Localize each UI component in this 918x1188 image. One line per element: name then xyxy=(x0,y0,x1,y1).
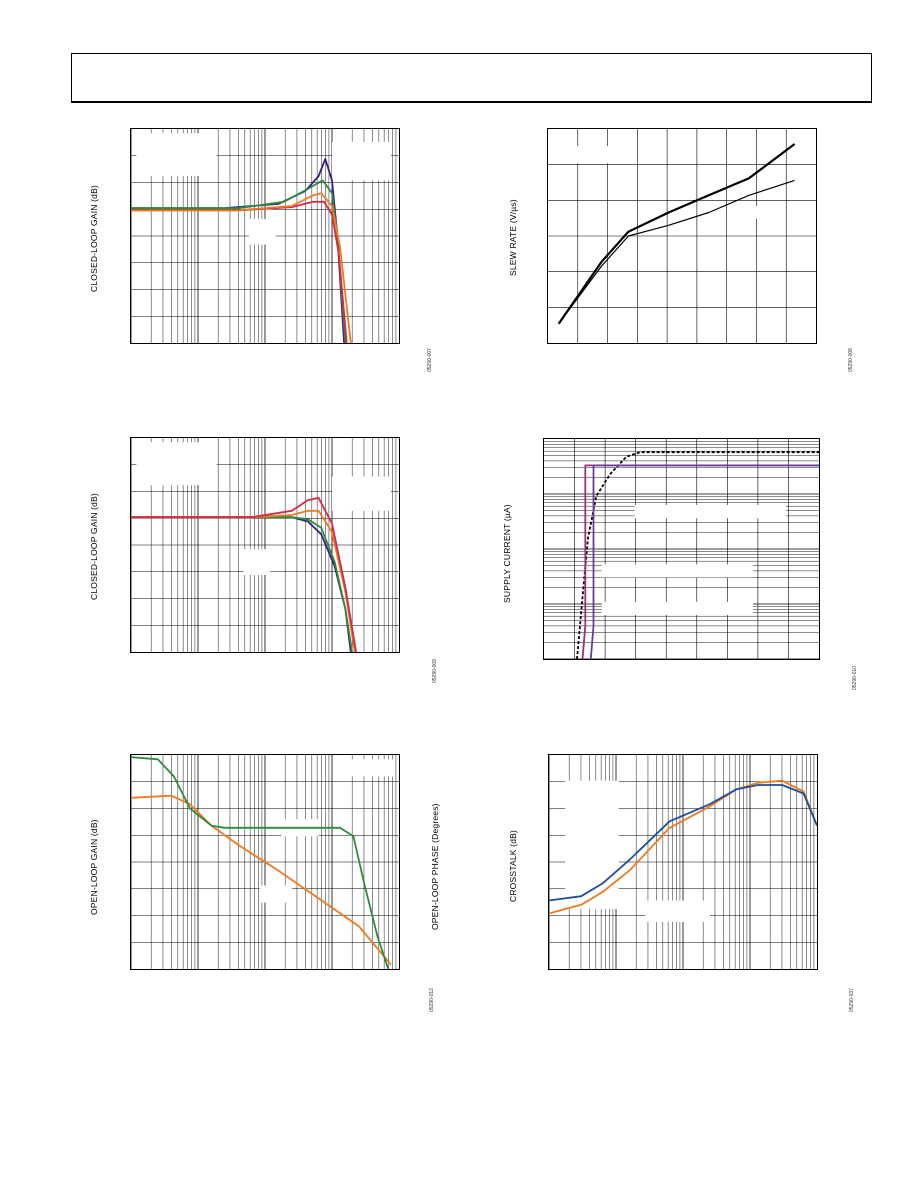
label-box xyxy=(136,442,217,486)
chart-svg xyxy=(131,755,399,969)
series-line-1 xyxy=(549,784,817,902)
series-line-3 xyxy=(131,497,357,652)
chart5-figure-code: 05290-012 xyxy=(429,988,435,1012)
series-line-1 xyxy=(581,464,819,659)
chart2-figure-code: 05290-008 xyxy=(848,348,854,372)
label-box xyxy=(248,218,276,245)
chart3-figure-code: 05290-009 xyxy=(432,659,438,683)
chart5-y2label: OPEN-LOOP PHASE (Degrees) xyxy=(430,803,440,930)
chart2-plot xyxy=(547,128,817,344)
chart2-ylabel: SLEW RATE (V/µs) xyxy=(508,199,518,276)
label-box xyxy=(601,564,753,578)
chart6-plot xyxy=(548,754,818,970)
label-box xyxy=(565,780,619,910)
chart3-plot xyxy=(130,437,400,653)
chart4-plot xyxy=(543,438,820,660)
chart1-ylabel: CLOSED-LOOP GAIN (dB) xyxy=(89,184,99,292)
label-box xyxy=(259,885,292,903)
label-box xyxy=(350,759,394,777)
series-line-0 xyxy=(576,451,819,659)
chart-svg xyxy=(548,129,816,343)
label-box xyxy=(243,549,271,575)
page-header-box xyxy=(71,53,872,103)
chart-svg xyxy=(131,129,399,343)
series-line-2 xyxy=(131,509,356,652)
chart4-ylabel: SUPPLY CURRENT (µA) xyxy=(502,504,512,603)
chart-svg xyxy=(131,438,399,652)
chart5-plot xyxy=(130,754,400,970)
chart3-ylabel: CLOSED-LOOP GAIN (dB) xyxy=(89,492,99,600)
series-line-1 xyxy=(558,179,795,325)
grid xyxy=(548,129,816,343)
chart-svg xyxy=(549,755,817,969)
series-line-3 xyxy=(131,192,352,343)
series-line-0 xyxy=(549,779,817,915)
label-box xyxy=(601,601,753,615)
chart1-plot xyxy=(130,128,400,344)
chart5-ylabel: OPEN-LOOP GAIN (dB) xyxy=(89,819,99,915)
series-line-0 xyxy=(557,143,796,325)
series-line-2 xyxy=(131,200,348,343)
label-box xyxy=(634,505,786,519)
series-line-1 xyxy=(131,756,390,969)
label-box xyxy=(645,900,710,922)
chart4-figure-code: 05290-010 xyxy=(852,666,858,690)
label-box xyxy=(556,146,624,164)
label-box xyxy=(332,476,391,511)
series-line-1 xyxy=(131,516,353,652)
label-box xyxy=(136,133,217,177)
label-box xyxy=(332,141,391,181)
chart6-ylabel: CROSSTALK (dB) xyxy=(508,829,518,902)
series-line-2 xyxy=(589,464,819,659)
label-box xyxy=(730,206,779,219)
chart1-figure-code: 05290-007 xyxy=(427,348,433,372)
chart6-figure-code: 05290-037 xyxy=(849,988,855,1012)
series-line-0 xyxy=(131,516,352,652)
series-line-0 xyxy=(131,794,392,966)
chart-svg xyxy=(544,439,819,659)
